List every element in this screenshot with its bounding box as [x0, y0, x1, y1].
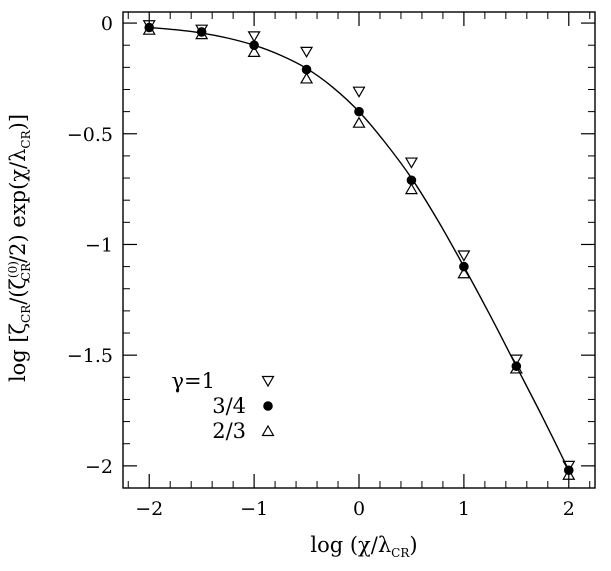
data-point-series-3-7	[457, 267, 471, 279]
data-point-series-1-6	[404, 157, 418, 169]
marker-layer	[142, 20, 576, 480]
x-tick-label: 2	[563, 498, 575, 520]
y-tick-label: −2	[85, 456, 113, 478]
plot-frame	[122, 11, 596, 489]
data-point-series-3-2	[195, 27, 209, 40]
x-tick-label: 0	[353, 498, 365, 520]
data-point-series-1-9	[562, 460, 576, 473]
data-point-series-1-4	[300, 46, 314, 59]
y-tick-label: −1	[85, 234, 113, 256]
x-tick-label: 1	[458, 498, 470, 520]
svg-text:log [ζCR/(ζ(0)CR/2) exp(χ/λCR): log [ζCR/(ζ(0)CR/2) exp(χ/λCR)]	[6, 114, 33, 382]
y-axis-label: log [ζCR/(ζ(0)CR/2) exp(χ/λCR)]	[6, 114, 33, 382]
x-tick-label: −1	[240, 498, 268, 520]
y-tick-label: −0.5	[67, 124, 113, 146]
data-point-series-2-7	[459, 261, 469, 272]
data-point-series-3-6	[404, 182, 418, 195]
legend-marker-2	[263, 401, 273, 411]
legend-marker-1	[261, 375, 275, 388]
data-point-series-3-3	[247, 45, 261, 57]
data-point-series-3-4	[300, 72, 314, 84]
data-point-series-3-5	[352, 116, 366, 128]
data-point-series-1-8	[509, 354, 523, 366]
tick-label-layer: −2 −1 0 1 2 0 −0.5 −1 −1.5 −2	[67, 13, 575, 520]
data-point-series-3-8	[509, 362, 523, 374]
legend-label-3: 2/3	[212, 419, 246, 443]
data-point-series-2-2	[196, 27, 207, 37]
legend-marker-3	[261, 424, 275, 437]
tick-layer	[123, 12, 595, 489]
data-point-series-2-3	[249, 40, 259, 51]
x-tick-label: −2	[135, 498, 163, 520]
x-axis-label: log (χ/λCR)	[310, 533, 417, 560]
y-tick-label: 0	[101, 13, 113, 35]
data-point-series-1-5	[352, 86, 366, 98]
legend-label-1: γ=1	[171, 369, 215, 393]
y-tick-label: −1.5	[67, 345, 113, 367]
data-point-series-3-1	[142, 23, 156, 35]
data-point-series-2-8	[511, 361, 522, 372]
data-point-series-1-3	[247, 31, 261, 43]
data-point-series-2-5	[354, 106, 364, 117]
legend-label-2: 3/4	[212, 394, 246, 418]
data-point-series-1-7	[457, 250, 471, 262]
legend: γ=13/42/3	[171, 369, 275, 443]
